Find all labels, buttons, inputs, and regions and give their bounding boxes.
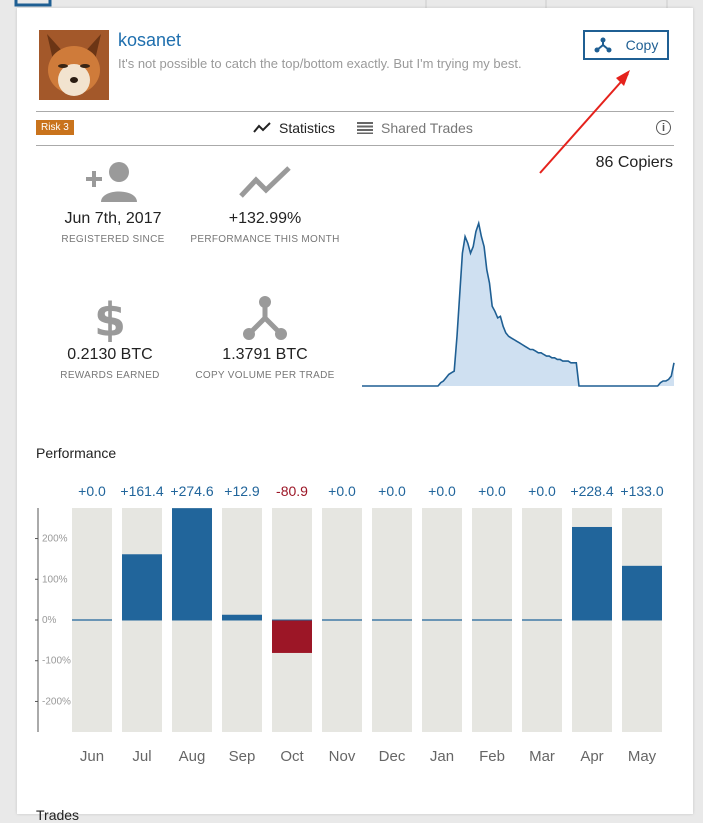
y-tick-label: 100% <box>42 574 68 585</box>
copy-network-icon <box>185 294 345 342</box>
bar-may[interactable] <box>622 565 662 620</box>
value-label: +12.9 <box>224 483 260 499</box>
value-label: +0.0 <box>528 483 556 499</box>
trader-card: kosanet It's not possible to catch the t… <box>17 8 693 823</box>
x-tick-label: Jul <box>132 748 151 765</box>
copy-network-icon <box>594 37 612 53</box>
copy-button-label: Copy <box>625 37 659 53</box>
stat-value: 1.3791 BTC <box>222 346 308 363</box>
x-tick-label: May <box>628 748 657 765</box>
performance-bar-chart: +0.0 Jun +161.4 Jul +274.6 Aug +12.9 Sep -80.9 Oc… <box>35 483 664 765</box>
annotation-arrow <box>539 70 630 174</box>
bar-apr[interactable] <box>572 526 612 620</box>
value-label: +133.0 <box>620 483 663 499</box>
avatar[interactable] <box>39 30 109 100</box>
info-icon[interactable]: i <box>656 120 671 135</box>
y-tick-label: -200% <box>42 696 71 707</box>
y-tick-label: -100% <box>42 656 71 667</box>
divider <box>36 145 674 146</box>
value-label: +161.4 <box>120 483 163 499</box>
x-tick-label: Oct <box>280 748 304 765</box>
svg-text:$: $ <box>94 294 126 342</box>
tab-shared-trades-label: Shared Trades <box>381 120 473 136</box>
x-tick-label: Aug <box>179 748 206 765</box>
y-tick-label: 0% <box>42 615 57 626</box>
stat-rewards: $ 0.2130 BTC REWARDS EARNED <box>30 294 190 381</box>
risk-badge: Risk 3 <box>36 120 74 135</box>
stat-value: 0.2130 BTC <box>67 346 153 363</box>
sparkline-area <box>362 223 674 386</box>
stat-value: Jun 7th, 2017 <box>64 210 162 227</box>
value-label: +228.4 <box>570 483 613 499</box>
x-tick-label: Sep <box>229 748 256 765</box>
y-tick-label: 200% <box>42 534 68 545</box>
stat-label: REWARDS EARNED <box>60 370 160 381</box>
bar-sep[interactable] <box>222 614 262 620</box>
trend-line-icon <box>253 122 271 133</box>
tab-statistics[interactable]: Statistics <box>253 120 335 136</box>
copy-button[interactable]: Copy <box>583 30 669 60</box>
stat-registered: Jun 7th, 2017 REGISTERED SINCE <box>33 158 193 245</box>
tagline: It's not possible to catch the top/botto… <box>118 56 522 71</box>
bar-jul[interactable] <box>122 554 162 620</box>
value-label: +0.0 <box>428 483 456 499</box>
stat-performance: +132.99% PERFORMANCE THIS MONTH <box>185 158 345 245</box>
x-tick-label: Apr <box>580 748 603 765</box>
x-tick-label: Mar <box>529 748 555 765</box>
x-tick-label: Jun <box>80 748 104 765</box>
x-tick-label: Jan <box>430 748 454 765</box>
sparkline-line <box>362 220 675 387</box>
bar-oct[interactable] <box>272 620 312 653</box>
value-label: +0.0 <box>78 483 106 499</box>
add-user-icon <box>33 158 193 206</box>
performance-sparkline <box>362 220 675 387</box>
dollar-icon: $ <box>30 294 190 342</box>
value-label: +274.6 <box>170 483 213 499</box>
list-icon <box>357 122 373 134</box>
performance-title: Performance <box>36 445 117 461</box>
divider <box>36 111 674 112</box>
trades-heading: Trades <box>36 807 80 823</box>
tab-statistics-label: Statistics <box>279 120 336 136</box>
x-tick-label: Dec <box>379 748 406 765</box>
value-label: +0.0 <box>478 483 506 499</box>
fox-face-icon <box>39 30 109 100</box>
trend-line-icon <box>185 158 345 206</box>
x-tick-label: Nov <box>329 748 356 765</box>
stat-label: COPY VOLUME PER TRADE <box>195 370 335 381</box>
stat-label: REGISTERED SINCE <box>61 234 165 245</box>
copiers-count: 86 Copiers <box>595 154 673 171</box>
value-label: +0.0 <box>378 483 406 499</box>
stat-value: +132.99% <box>228 210 302 227</box>
stat-copy-volume: 1.3791 BTC COPY VOLUME PER TRADE <box>185 294 345 381</box>
stat-label: PERFORMANCE THIS MONTH <box>190 234 340 245</box>
value-label: +0.0 <box>328 483 356 499</box>
bar-aug[interactable] <box>172 508 212 620</box>
value-label: -80.9 <box>276 483 308 499</box>
username[interactable]: kosanet <box>118 30 182 50</box>
tab-shared-trades[interactable]: Shared Trades <box>357 120 473 136</box>
x-tick-label: Feb <box>479 748 505 765</box>
